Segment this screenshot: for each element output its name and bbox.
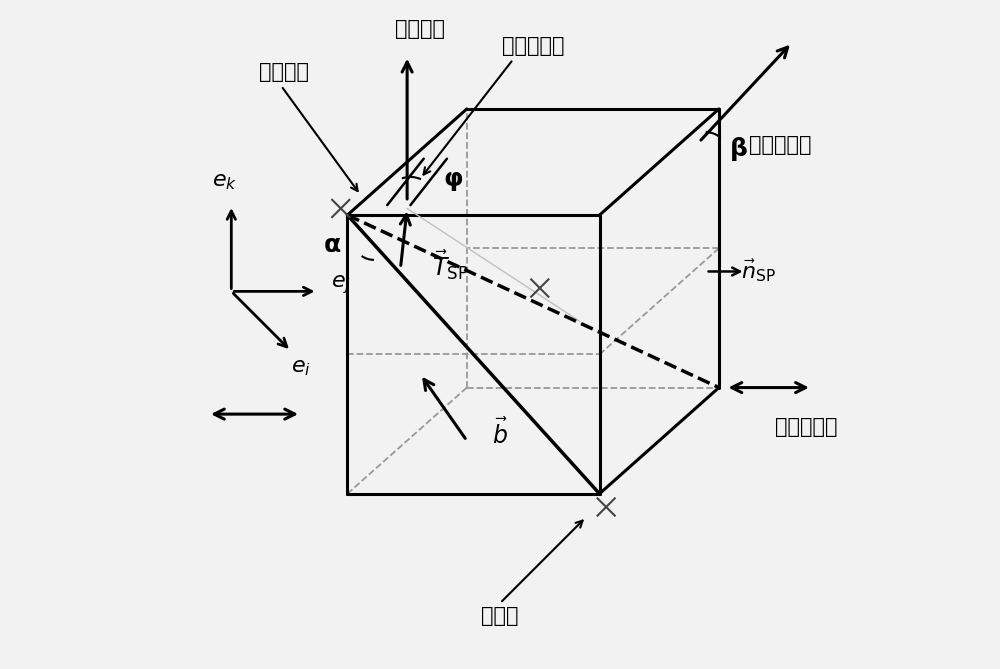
Text: 滑移面法向: 滑移面法向 <box>749 135 811 155</box>
Text: 表面滑移带: 表面滑移带 <box>502 36 564 56</box>
Text: β: β <box>730 136 748 161</box>
Text: φ: φ <box>444 167 463 191</box>
Text: $e_i$: $e_i$ <box>291 358 311 378</box>
Text: 滑移面: 滑移面 <box>481 607 519 626</box>
Text: $e_j$: $e_j$ <box>331 274 351 296</box>
Text: 表面法向: 表面法向 <box>395 19 445 39</box>
Text: $e_k$: $e_k$ <box>212 172 237 192</box>
Text: 加载应力轴: 加载应力轴 <box>775 417 838 438</box>
Text: $\vec{b}$: $\vec{b}$ <box>492 419 508 450</box>
Text: 试样表面: 试样表面 <box>259 62 309 82</box>
Text: α: α <box>324 233 341 257</box>
Text: $\vec{T}_{\mathrm{SP}}$: $\vec{T}_{\mathrm{SP}}$ <box>432 248 469 282</box>
Text: $\vec{n}_{\mathrm{SP}}$: $\vec{n}_{\mathrm{SP}}$ <box>741 257 776 284</box>
